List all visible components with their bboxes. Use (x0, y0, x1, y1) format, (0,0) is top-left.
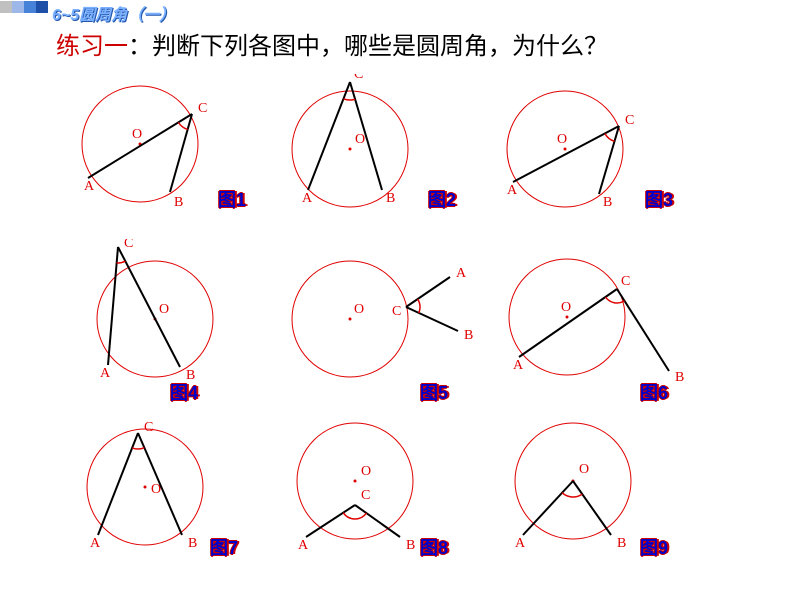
svg-text:B: B (386, 191, 395, 206)
svg-text:C: C (621, 274, 630, 289)
figure-6: OABC图6 (495, 239, 705, 399)
svg-text:A: A (513, 358, 524, 373)
svg-text:A: A (90, 536, 101, 551)
svg-text:A: A (456, 266, 467, 281)
svg-text:O: O (355, 132, 365, 147)
figure-8: O A B C 图8 (280, 409, 490, 569)
figure-label-2: 图2 (428, 186, 456, 212)
figure-label-7: 图7 (210, 534, 238, 560)
svg-text:B: B (603, 195, 612, 210)
svg-text:B: B (464, 328, 473, 343)
svg-text:A: A (507, 183, 518, 198)
svg-text:A: A (515, 536, 526, 551)
figure-3: O A B C 图3 (495, 74, 705, 234)
svg-text:C: C (198, 101, 207, 116)
svg-text:A: A (298, 538, 309, 553)
svg-text:O: O (354, 302, 364, 317)
svg-text:O: O (557, 132, 567, 147)
slide-header: 6~5圆周角（一） (0, 0, 800, 26)
svg-text:B: B (617, 536, 626, 551)
figure-7: OABC图7 (70, 409, 280, 569)
svg-text:O: O (561, 300, 571, 315)
svg-text:C: C (361, 488, 370, 503)
svg-text:C: C (392, 304, 401, 319)
figure-label-4: 图4 (170, 379, 198, 405)
header-title: 6~5圆周角（一） (52, 1, 175, 25)
figure-5: OABC图5 (280, 239, 490, 399)
svg-text:O: O (159, 302, 169, 317)
svg-text:A: A (84, 179, 95, 194)
sw4 (36, 1, 48, 13)
svg-text:A: A (302, 191, 313, 206)
figure-label-9: 图9 (640, 534, 668, 560)
figure-label-8: 图8 (420, 534, 448, 560)
figure-4: OABC图4 (70, 239, 280, 399)
svg-text:C: C (354, 74, 363, 82)
svg-text:C: C (144, 420, 153, 435)
svg-text:B: B (174, 195, 183, 210)
figure-label-3: 图3 (645, 186, 673, 212)
svg-text:A: A (100, 366, 111, 381)
question-prefix: 练习一 (56, 33, 128, 60)
sw2 (12, 1, 24, 13)
svg-text:O: O (132, 127, 142, 142)
sw1 (0, 1, 12, 13)
header-swatch (0, 1, 48, 25)
figure-1: O A B C 图1 (70, 74, 280, 234)
figure-grid: O A B C 图1 O A B C 图2 O A B C 图3 O A B C 图4 O A B C 图5 O A B C 图6 O A B C… (0, 64, 800, 604)
figure-label-5: 图5 (420, 379, 448, 405)
figure-9: O A B 图9 (495, 409, 705, 569)
svg-text:O: O (579, 462, 589, 477)
question-text: 练习一：判断下列各图中，哪些是圆周角，为什么？ (0, 26, 800, 64)
figure-label-6: 图6 (640, 379, 668, 405)
svg-text:C: C (625, 113, 634, 128)
figure-label-1: 图1 (218, 186, 246, 212)
svg-text:B: B (406, 538, 415, 553)
svg-text:O: O (361, 464, 371, 479)
svg-text:B: B (675, 370, 684, 385)
sw3 (24, 1, 36, 13)
svg-text:B: B (188, 536, 197, 551)
question-body: ：判断下列各图中，哪些是圆周角，为什么？ (128, 33, 608, 60)
svg-text:C: C (124, 239, 133, 251)
figure-2: O A B C 图2 (280, 74, 490, 234)
